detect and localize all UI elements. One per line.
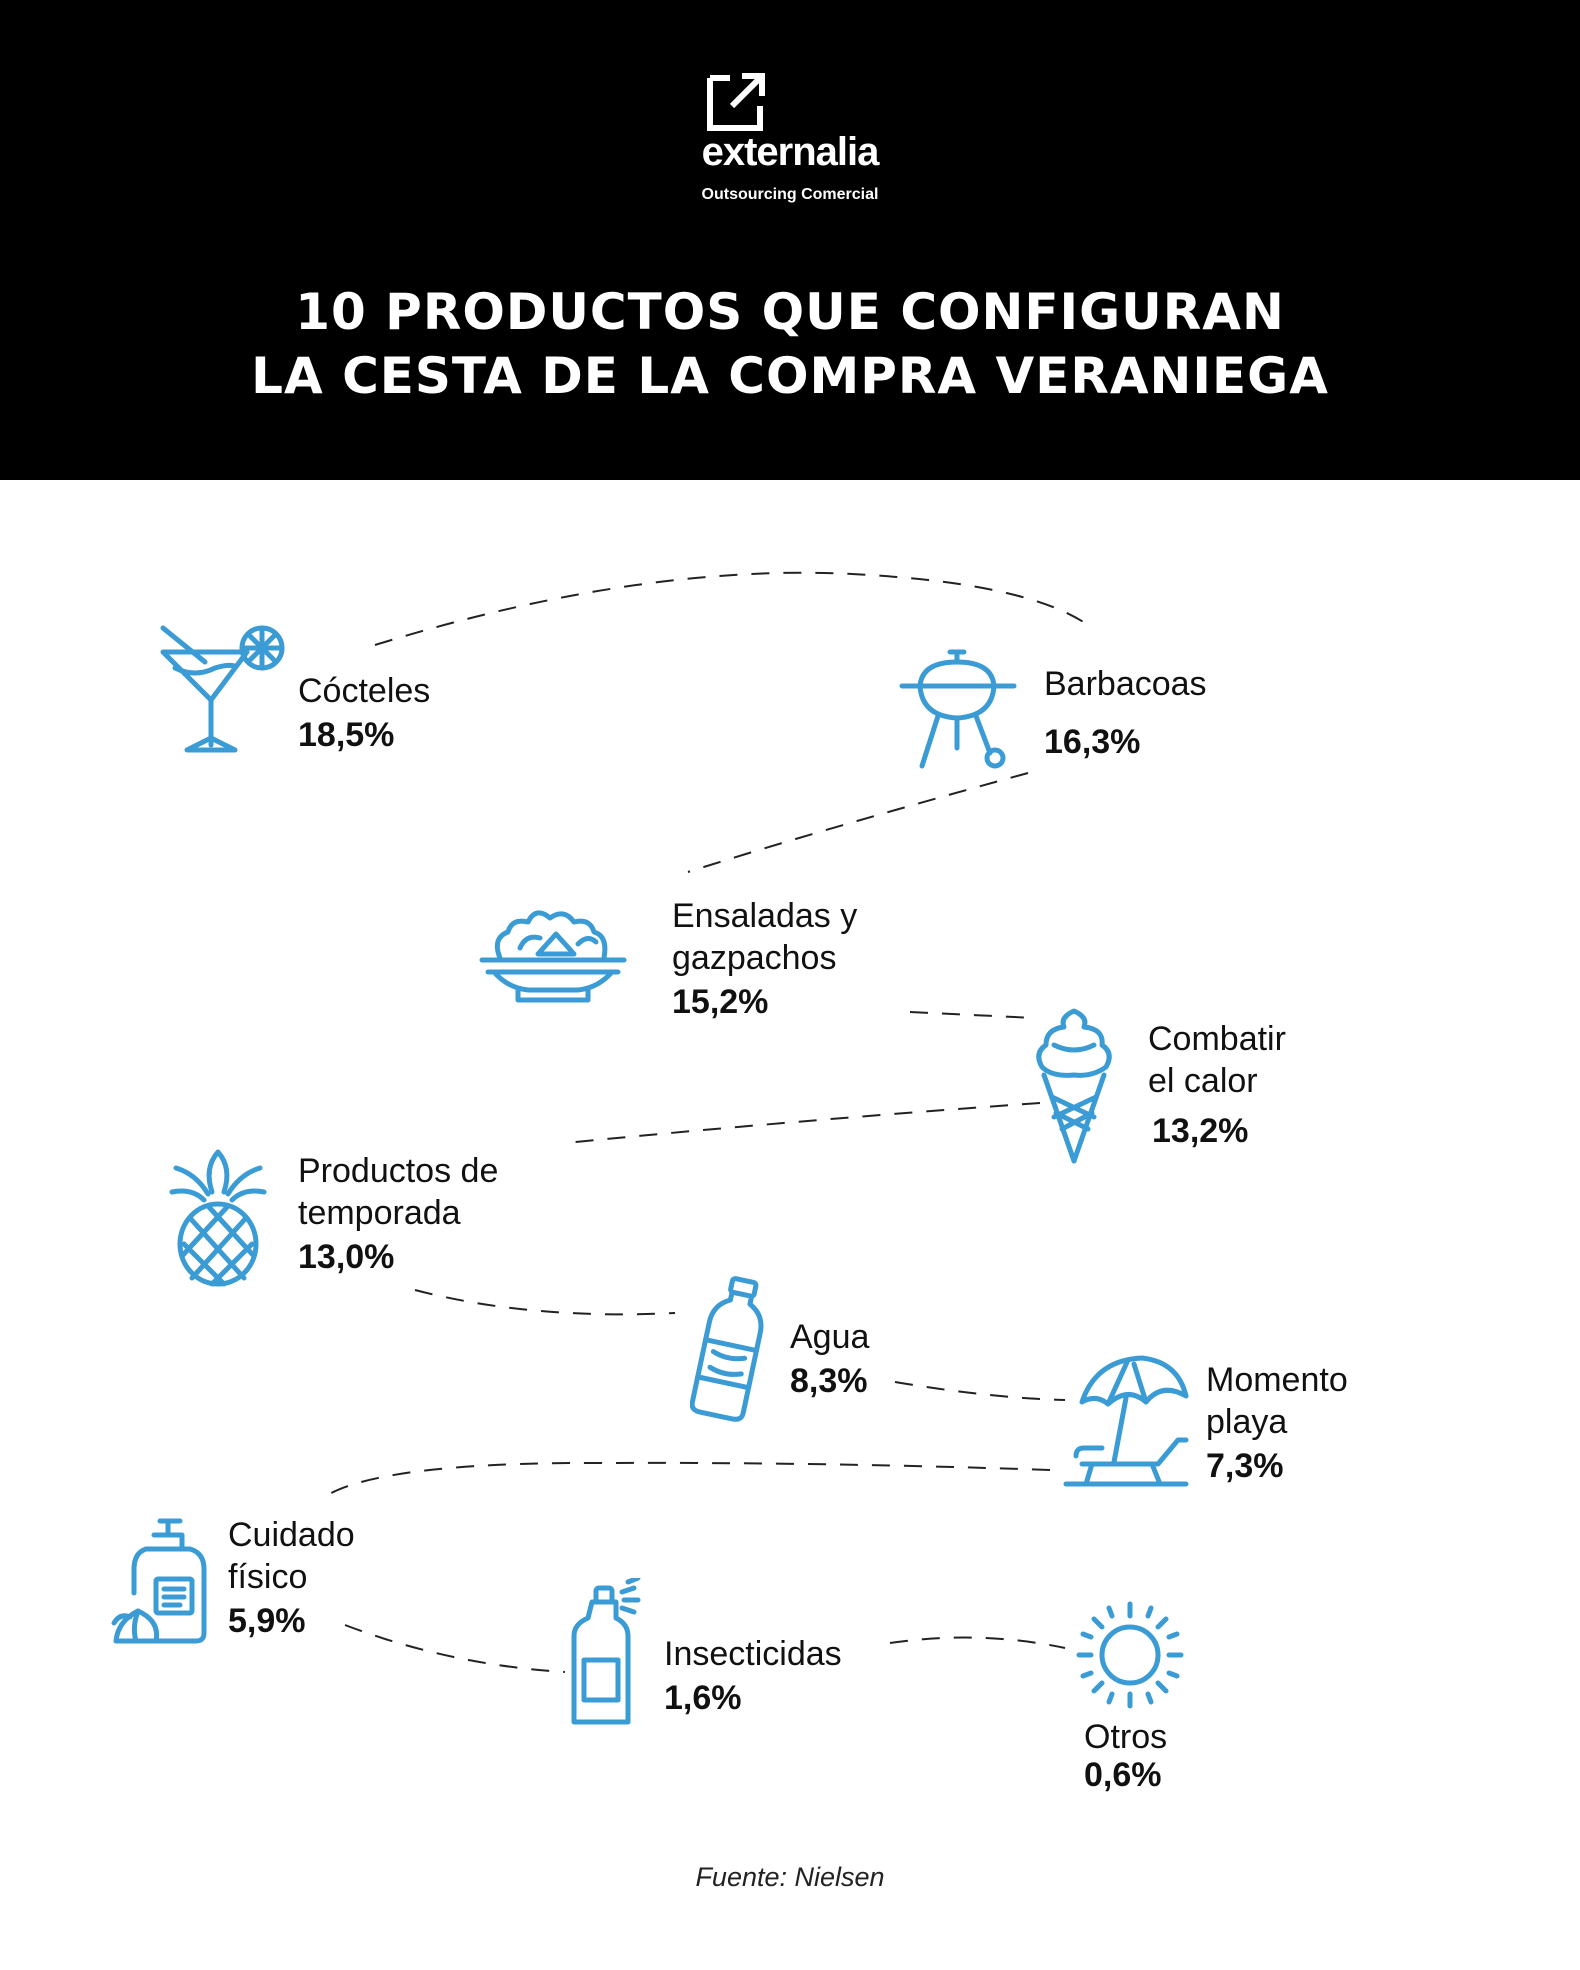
item-name: temporada bbox=[298, 1194, 461, 1232]
item-name: Cuidado bbox=[228, 1516, 355, 1554]
item-name: Combatir bbox=[1148, 1020, 1286, 1058]
item-name: Otros bbox=[1084, 1718, 1168, 1756]
pineapple-icon bbox=[169, 1149, 267, 1287]
item-name: el calor bbox=[1148, 1062, 1258, 1100]
title-line-2: LA CESTA DE LA COMPRA VERANIEGA bbox=[251, 347, 1329, 405]
header-banner: externalia Outsourcing Comercial 10 PROD… bbox=[0, 0, 1580, 480]
item-productos-temporada: Productos de temporada 13,0% bbox=[298, 1150, 498, 1278]
item-insecticidas: Insecticidas 1,6% bbox=[664, 1633, 842, 1719]
item-value: 5,9% bbox=[228, 1602, 306, 1640]
item-name: físico bbox=[228, 1558, 308, 1596]
item-otros: Otros 0,6% bbox=[1084, 1716, 1167, 1796]
item-name: Agua bbox=[790, 1318, 870, 1356]
external-link-logo-icon bbox=[707, 73, 765, 131]
cocktail-icon bbox=[160, 625, 285, 753]
item-name: Insecticidas bbox=[664, 1635, 842, 1673]
item-value: 16,3% bbox=[1044, 723, 1141, 761]
item-agua: Agua 8,3% bbox=[790, 1316, 869, 1402]
source-note: Fuente: Nielsen bbox=[695, 1862, 885, 1892]
item-name: playa bbox=[1206, 1403, 1288, 1441]
salad-bowl-icon bbox=[479, 910, 627, 1003]
item-cuidado-fisico: Cuidado físico 5,9% bbox=[228, 1514, 355, 1642]
brand-name: externalia bbox=[701, 130, 880, 174]
ice-cream-icon bbox=[1036, 1008, 1112, 1164]
item-value: 8,3% bbox=[790, 1362, 868, 1400]
item-value: 15,2% bbox=[672, 983, 769, 1021]
spray-can-icon bbox=[571, 1578, 641, 1725]
lotion-bottle-icon bbox=[111, 1518, 207, 1644]
item-momento-playa: Momento playa 7,3% bbox=[1206, 1359, 1348, 1487]
item-name: Barbacoas bbox=[1044, 665, 1207, 703]
item-value: 13,2% bbox=[1152, 1112, 1249, 1150]
item-value: 18,5% bbox=[298, 716, 395, 754]
sun-icon bbox=[1076, 1601, 1184, 1709]
title-line-1: 10 PRODUCTOS QUE CONFIGURAN bbox=[295, 283, 1285, 341]
item-name: Ensaladas y bbox=[672, 897, 858, 935]
item-value: 13,0% bbox=[298, 1238, 395, 1276]
item-name: Productos de bbox=[298, 1152, 499, 1190]
item-name: Momento bbox=[1206, 1361, 1348, 1399]
item-cocteles: Cócteles 18,5% bbox=[298, 670, 430, 756]
item-value: 0,6% bbox=[1084, 1756, 1162, 1794]
brand-tagline: Outsourcing Comercial bbox=[701, 186, 879, 203]
item-name: Cócteles bbox=[298, 672, 431, 710]
item-barbacoas: Barbacoas 16,3% bbox=[1044, 663, 1207, 763]
item-ensaladas: Ensaladas y gazpachos 15,2% bbox=[672, 895, 857, 1023]
beach-umbrella-icon bbox=[1063, 1355, 1189, 1487]
water-bottle-icon bbox=[690, 1276, 764, 1422]
item-value: 7,3% bbox=[1206, 1447, 1284, 1485]
item-combatir-calor: Combatir el calor 13,2% bbox=[1148, 1018, 1286, 1152]
page-title: 10 PRODUCTOS QUE CONFIGURAN LA CESTA DE … bbox=[0, 280, 1580, 408]
item-name: gazpachos bbox=[672, 939, 837, 977]
item-value: 1,6% bbox=[664, 1679, 742, 1717]
barbecue-icon bbox=[899, 649, 1017, 769]
